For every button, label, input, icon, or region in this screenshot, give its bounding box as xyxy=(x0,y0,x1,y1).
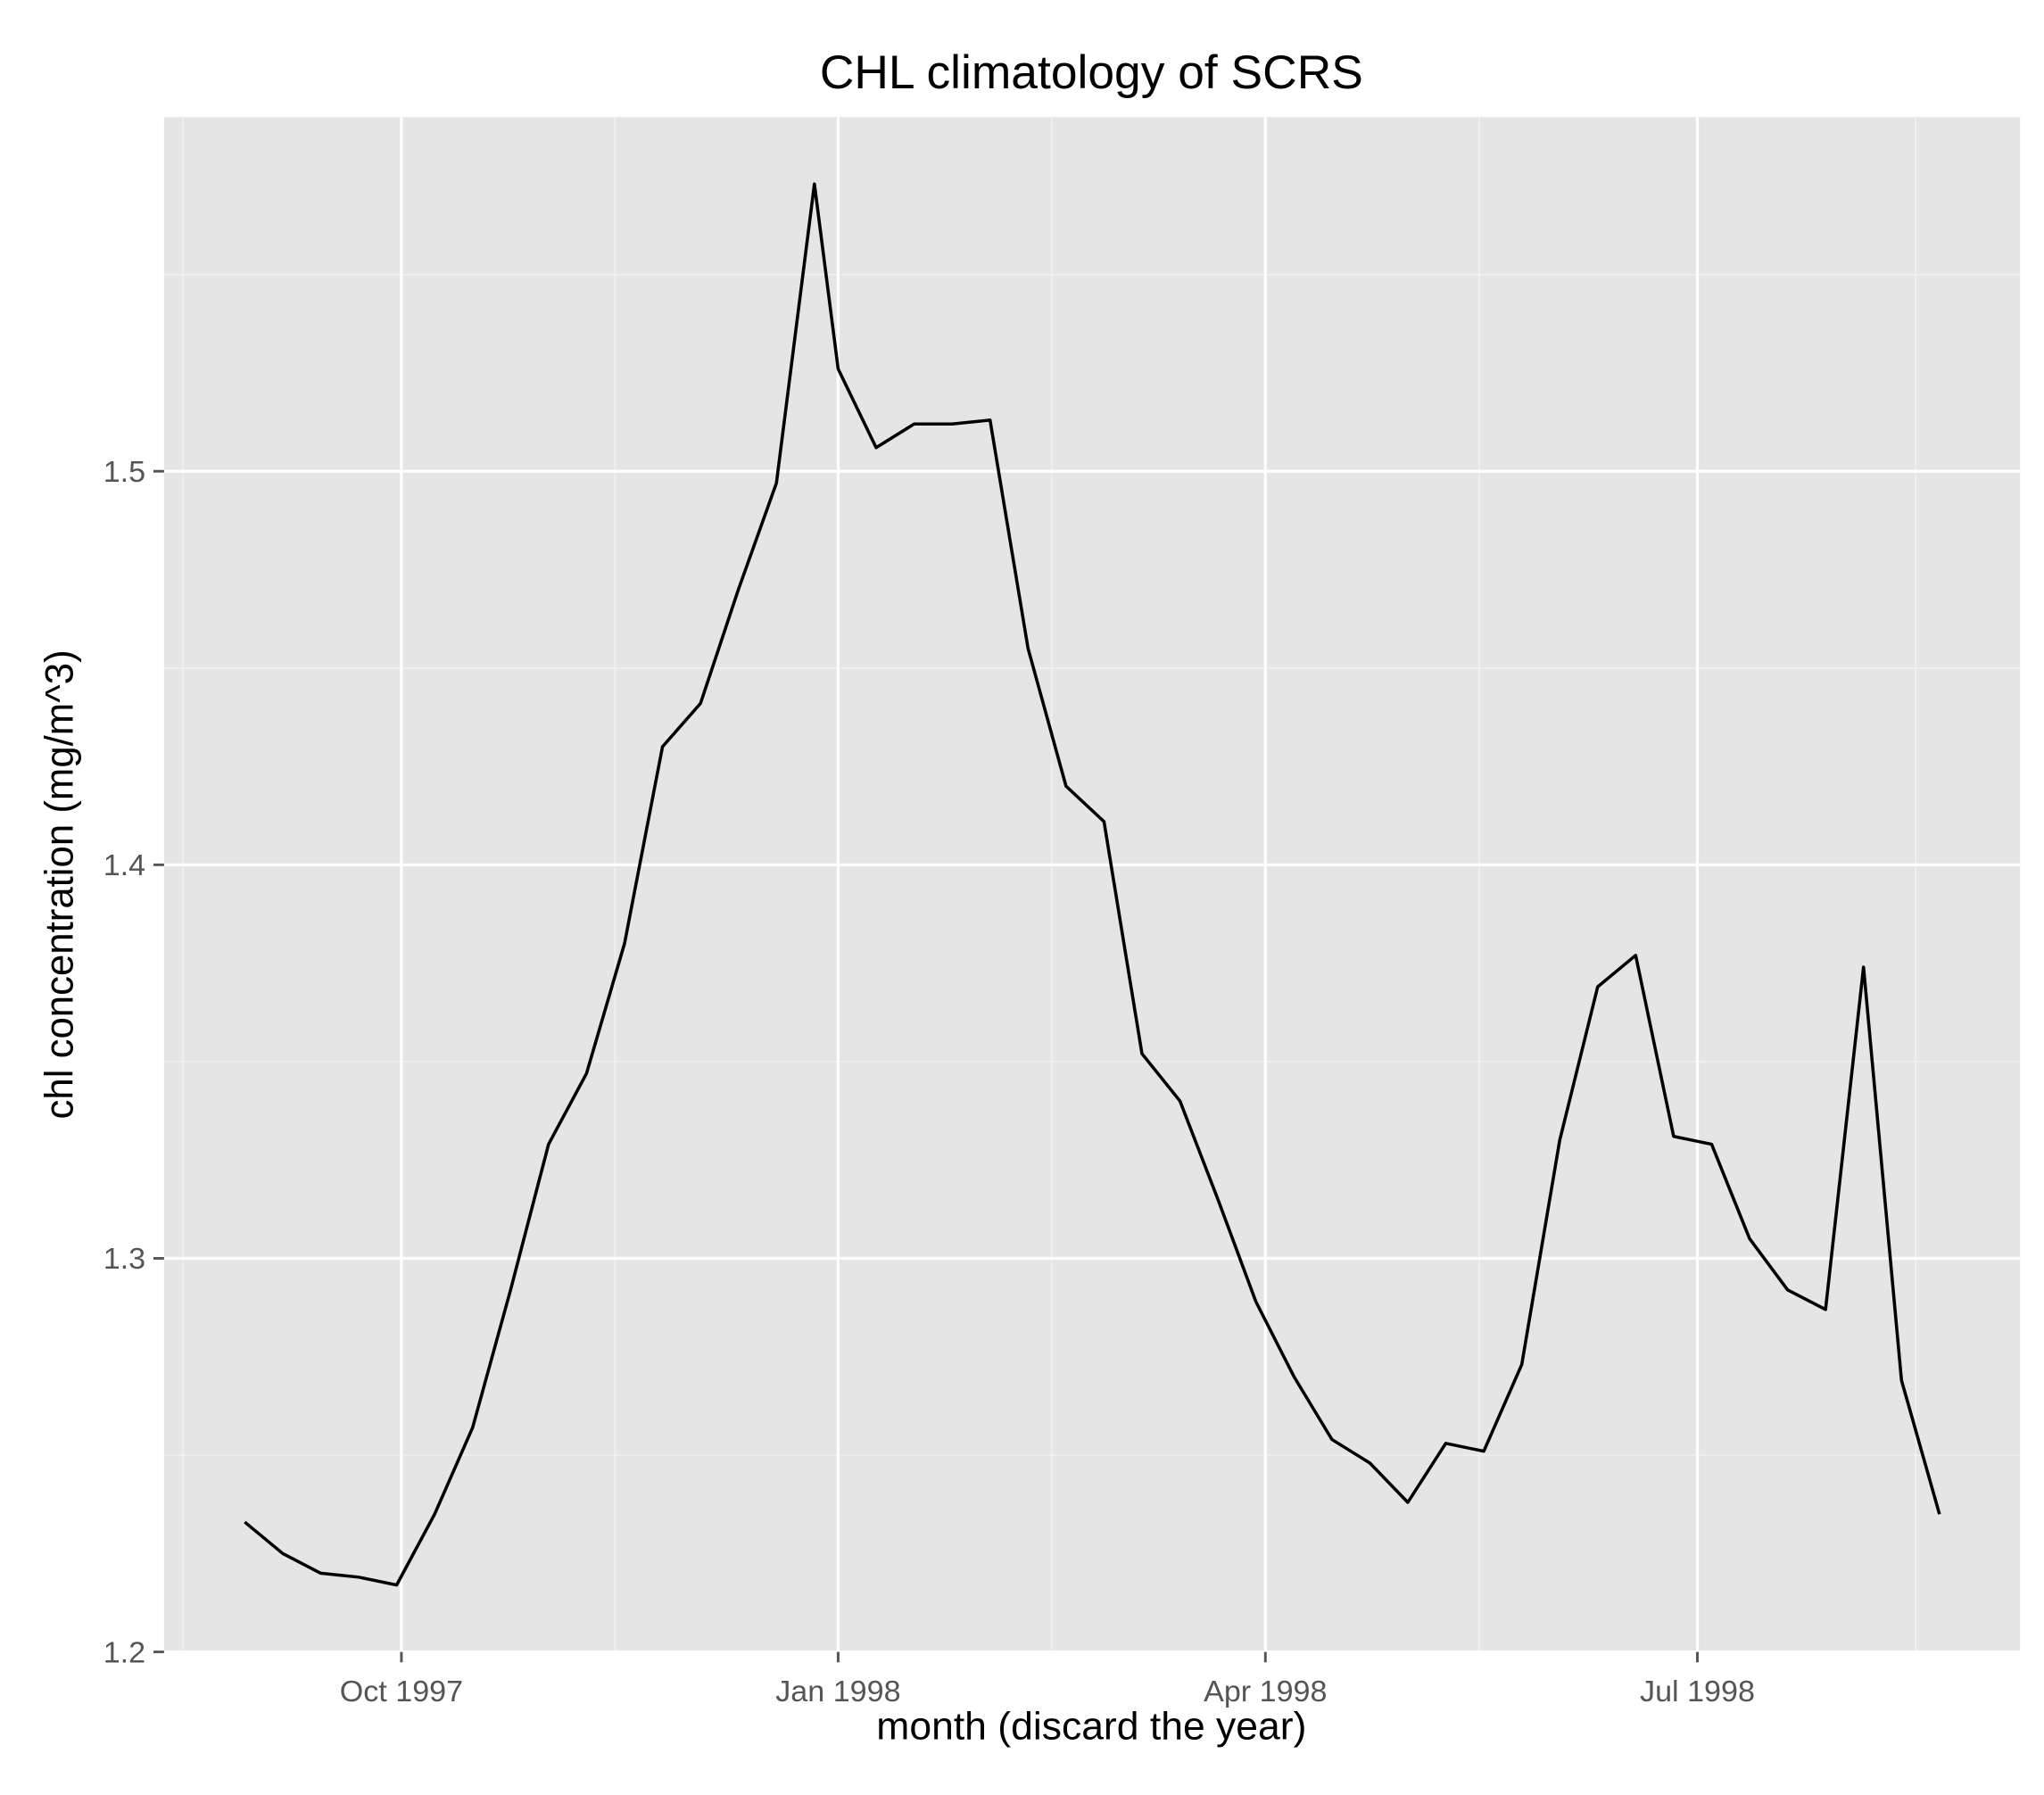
data-line xyxy=(244,182,1941,1587)
chart-title: CHL climatology of SCRS xyxy=(820,47,1363,99)
plot-panel xyxy=(163,117,2021,1652)
y-tick-label: 1.2 xyxy=(103,1636,145,1670)
x-tick-label: Apr 1998 xyxy=(1204,1675,1327,1708)
y-axis-title: chl concentration (mg/m^3) xyxy=(37,649,81,1119)
x-tick-label: Jan 1998 xyxy=(775,1675,900,1708)
x-tick-label: Jul 1998 xyxy=(1640,1675,1755,1708)
y-tick-label: 1.5 xyxy=(103,455,145,489)
y-tick-label: 1.3 xyxy=(103,1242,145,1276)
x-axis-title: month (discard the year) xyxy=(876,1705,1306,1749)
x-tick-label: Oct 1997 xyxy=(340,1675,463,1708)
y-tick-label: 1.4 xyxy=(103,848,145,882)
